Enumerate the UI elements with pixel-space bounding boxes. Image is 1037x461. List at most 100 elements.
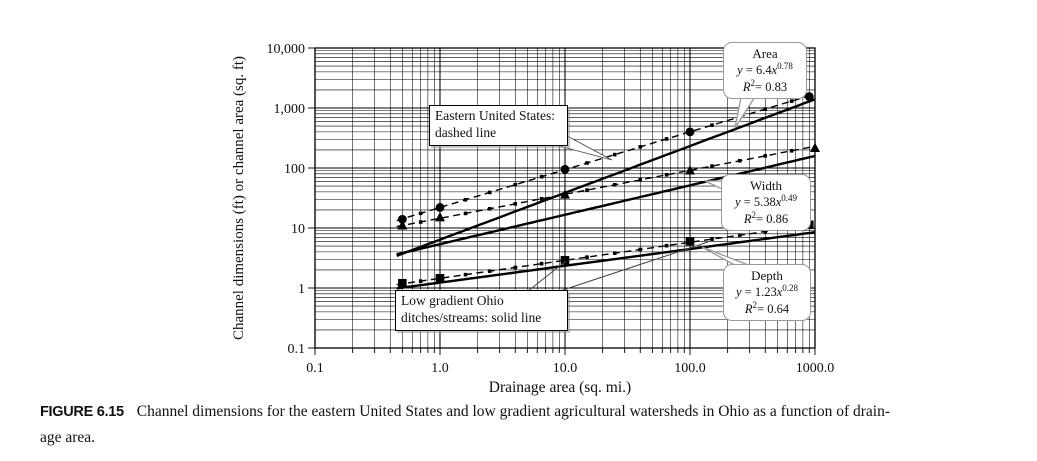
axis-text: 0.1 1.0 10.0 100.0 1000.0 10,000 1,000 100 10 1 0.…	[231, 42, 834, 396]
area-r-squared: R2= 0.83	[742, 78, 788, 95]
series-eastern-square	[396, 220, 816, 288]
small-square-marker	[710, 123, 714, 127]
x-axis-title: Drainage area (sq. mi.)	[489, 379, 631, 396]
x-tick-label: 1.0	[431, 361, 449, 376]
series-ohio-line	[396, 231, 816, 290]
series-ohio-line	[396, 154, 816, 256]
chart-canvas: 0.1 1.0 10.0 100.0 1000.0 10,000 1,000 100 10 1 0.…	[231, 42, 834, 396]
small-square-marker	[612, 182, 617, 187]
series-eastern-triangle	[396, 142, 820, 230]
square-marker	[435, 274, 445, 283]
circle-marker	[804, 92, 814, 101]
small-square-marker	[638, 178, 643, 182]
square-marker	[560, 255, 570, 265]
figure-caption: FIGURE 6.15 Channel dimensions for the ea…	[40, 399, 1032, 451]
small-square-marker	[418, 279, 423, 283]
area-callout-title: Area	[752, 46, 778, 61]
width-callout: Width y = 5.38x0.49 R2= 0.86	[721, 174, 811, 232]
square-marker	[398, 278, 407, 288]
small-square-marker	[487, 269, 492, 273]
small-square-marker	[539, 261, 544, 266]
x-tick-label: 0.1	[306, 361, 324, 376]
triangle-marker	[560, 189, 570, 199]
small-square-marker	[664, 243, 669, 248]
ohio-box-leader-2	[559, 241, 709, 292]
circle-marker	[560, 164, 570, 174]
depth-callout: Depth y = 1.23x0.28 R2= 0.64	[723, 264, 811, 322]
small-square-marker	[513, 202, 518, 206]
figure-number: FIGURE 6.15	[40, 404, 124, 420]
small-square-marker	[418, 220, 423, 224]
y-tick-label: 0.1	[288, 342, 306, 357]
triangle-marker	[397, 220, 408, 230]
series-ohio-line	[396, 98, 816, 258]
eastern-us-label-line2: dashed line	[435, 124, 497, 140]
circle-marker	[397, 214, 407, 224]
small-square-marker	[463, 211, 468, 216]
eastern-us-label-line1: Eastern United States:	[435, 108, 555, 123]
small-square-marker	[763, 154, 768, 158]
small-square-marker	[710, 237, 714, 241]
small-square-marker	[737, 233, 742, 237]
small-square-marker	[513, 182, 518, 187]
circle-marker	[435, 203, 445, 212]
y-tick-label: 1,000	[274, 102, 306, 117]
width-callout-title: Width	[750, 178, 782, 193]
axes	[308, 47, 816, 355]
small-square-marker	[664, 137, 669, 141]
small-square-marker	[763, 107, 768, 111]
small-square-marker	[612, 152, 617, 157]
series-eastern-circle	[396, 92, 816, 224]
square-marker	[685, 237, 695, 246]
small-square-marker	[539, 197, 544, 201]
x-tick-label: 1000.0	[796, 361, 835, 376]
small-square-marker	[789, 99, 794, 103]
ohio-box-leader-1	[527, 260, 567, 292]
circle-marker	[685, 127, 695, 137]
small-square-marker	[710, 164, 714, 168]
width-equation: y = 5.38x0.49	[734, 193, 798, 210]
depth-callout-title: Depth	[751, 268, 783, 283]
small-square-marker	[463, 197, 468, 202]
triangle-marker	[685, 165, 695, 175]
triangle-marker	[810, 142, 820, 153]
eastern-us-label-box: Eastern United States: dashed line	[429, 105, 568, 146]
small-square-marker	[664, 173, 669, 177]
figure-caption-line1: FIGURE 6.15 Channel dimensions for the ea…	[40, 399, 1032, 425]
small-square-marker	[418, 211, 423, 216]
figure-caption-text: Channel dimensions for the eastern Unite…	[136, 403, 890, 420]
small-square-marker	[789, 149, 794, 153]
depth-equation: y = 1.23x0.28	[735, 283, 799, 300]
small-square-marker	[638, 145, 643, 149]
x-tick-label: 100.0	[674, 361, 706, 376]
small-square-marker	[487, 206, 492, 211]
y-tick-label: 1	[298, 282, 305, 297]
small-square-marker	[638, 247, 643, 252]
small-square-marker	[585, 161, 589, 165]
y-tick-label: 10	[291, 222, 305, 237]
small-square-marker	[463, 272, 468, 277]
triangle-marker	[435, 212, 445, 222]
depth-r-squared: R2= 0.64	[744, 300, 790, 317]
area-equation: y = 6.4x0.78	[737, 61, 793, 78]
y-axis-title: Channel dimensions (ft) or channel area …	[231, 56, 247, 340]
x-tick-label: 10.0	[553, 361, 578, 376]
ohio-label-box: Low gradient Ohio ditches/streams: solid…	[395, 290, 568, 331]
small-square-marker	[513, 265, 518, 270]
small-square-marker	[737, 158, 742, 163]
ohio-label-line2: ditches/streams: solid line	[401, 309, 542, 325]
small-square-marker	[763, 229, 768, 234]
small-square-marker	[585, 255, 589, 259]
small-square-marker	[539, 174, 544, 179]
area-callout: Area y = 6.4x0.78 R2= 0.83	[723, 42, 807, 100]
figure-caption-line2: age area.	[40, 429, 96, 447]
series	[396, 92, 820, 290]
y-tick-label: 10,000	[267, 42, 306, 57]
small-square-marker	[487, 190, 492, 195]
small-square-marker	[612, 251, 617, 255]
y-tick-label: 100	[284, 162, 305, 177]
width-r-squared: R2= 0.86	[743, 210, 789, 227]
ohio-label-line1: Low gradient Ohio	[401, 293, 504, 308]
small-square-marker	[585, 188, 589, 192]
